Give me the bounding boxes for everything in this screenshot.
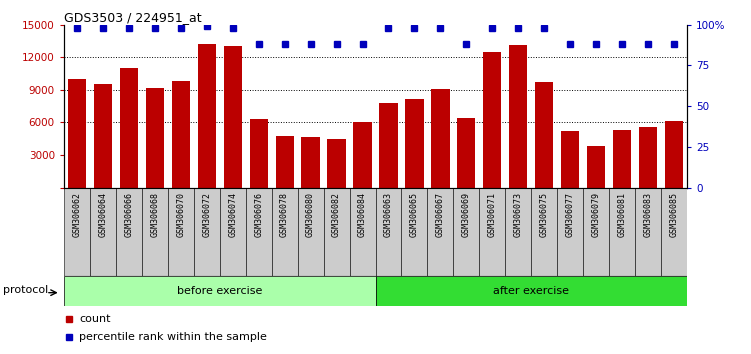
Bar — [613, 130, 632, 188]
Text: percentile rank within the sample: percentile rank within the sample — [80, 332, 267, 342]
Bar — [431, 89, 450, 188]
Bar — [635, 188, 661, 276]
Text: GSM306075: GSM306075 — [540, 192, 549, 237]
Text: GSM306077: GSM306077 — [566, 192, 575, 237]
Text: GSM306062: GSM306062 — [72, 192, 81, 237]
Text: GDS3503 / 224951_at: GDS3503 / 224951_at — [64, 11, 201, 24]
Text: after exercise: after exercise — [493, 286, 569, 296]
Bar — [557, 188, 584, 276]
Bar — [116, 188, 142, 276]
Bar — [454, 188, 479, 276]
Text: GSM306071: GSM306071 — [488, 192, 497, 237]
Text: GSM306069: GSM306069 — [462, 192, 471, 237]
Bar — [609, 188, 635, 276]
Bar — [376, 188, 402, 276]
Text: GSM306066: GSM306066 — [124, 192, 133, 237]
Bar — [90, 188, 116, 276]
Bar — [94, 85, 112, 188]
Bar — [327, 139, 345, 188]
Bar — [532, 188, 557, 276]
Bar — [324, 188, 349, 276]
Bar — [249, 119, 267, 188]
Bar — [587, 146, 605, 188]
Text: GSM306067: GSM306067 — [436, 192, 445, 237]
Bar — [349, 188, 376, 276]
Text: GSM306085: GSM306085 — [670, 192, 679, 237]
Text: GSM306063: GSM306063 — [384, 192, 393, 237]
Bar — [172, 81, 190, 188]
Text: before exercise: before exercise — [177, 286, 262, 296]
Text: GSM306076: GSM306076 — [254, 192, 263, 237]
Bar — [406, 99, 424, 188]
Text: GSM306072: GSM306072 — [202, 192, 211, 237]
Bar — [376, 276, 687, 306]
Text: GSM306065: GSM306065 — [410, 192, 419, 237]
Bar — [509, 45, 527, 188]
Text: GSM306082: GSM306082 — [332, 192, 341, 237]
Text: GSM306080: GSM306080 — [306, 192, 315, 237]
Text: GSM306084: GSM306084 — [358, 192, 367, 237]
Text: count: count — [80, 314, 111, 325]
Bar — [119, 68, 138, 188]
Bar — [584, 188, 609, 276]
Text: GSM306083: GSM306083 — [644, 192, 653, 237]
Bar — [220, 188, 246, 276]
Bar — [276, 136, 294, 188]
Bar — [142, 188, 167, 276]
Text: GSM306073: GSM306073 — [514, 192, 523, 237]
Bar — [379, 103, 397, 188]
Text: protocol: protocol — [3, 285, 49, 295]
Bar — [457, 118, 475, 188]
Text: GSM306078: GSM306078 — [280, 192, 289, 237]
Text: GSM306068: GSM306068 — [150, 192, 159, 237]
Bar — [535, 82, 553, 188]
Bar — [198, 44, 216, 188]
Bar — [354, 122, 372, 188]
Text: GSM306074: GSM306074 — [228, 192, 237, 237]
Bar — [146, 88, 164, 188]
Bar — [661, 188, 687, 276]
Text: GSM306079: GSM306079 — [592, 192, 601, 237]
Bar — [402, 188, 427, 276]
Bar — [246, 188, 272, 276]
Text: GSM306070: GSM306070 — [176, 192, 185, 237]
Bar — [167, 188, 194, 276]
Bar — [665, 121, 683, 188]
Bar — [64, 188, 90, 276]
Bar — [297, 188, 324, 276]
Bar — [194, 188, 220, 276]
Bar — [639, 127, 657, 188]
Bar — [272, 188, 297, 276]
Bar — [427, 188, 454, 276]
Bar — [505, 188, 532, 276]
Bar — [68, 79, 86, 188]
Text: GSM306081: GSM306081 — [618, 192, 627, 237]
Text: GSM306064: GSM306064 — [98, 192, 107, 237]
Bar — [479, 188, 505, 276]
Bar — [224, 46, 242, 188]
Bar — [484, 52, 502, 188]
Bar — [301, 137, 320, 188]
Bar — [64, 276, 376, 306]
Bar — [561, 131, 579, 188]
